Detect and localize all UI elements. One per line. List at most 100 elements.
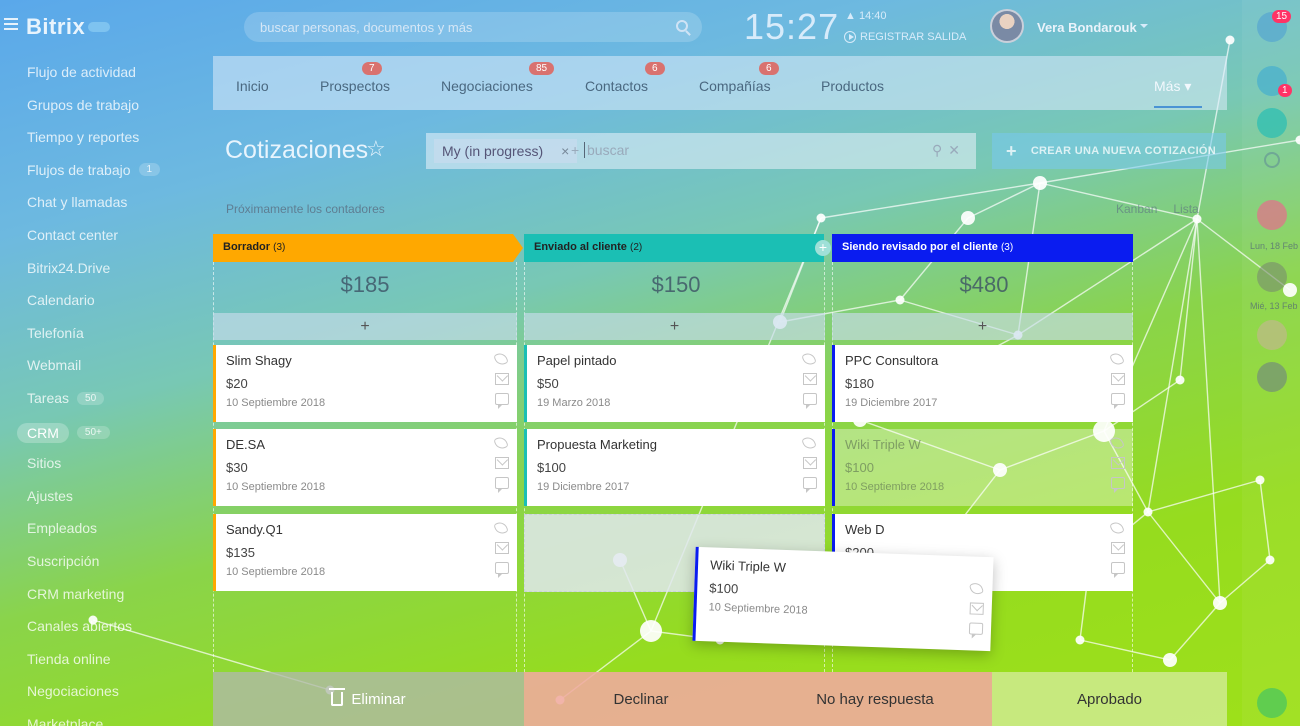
sidebar-item[interactable]: Empleados	[27, 520, 97, 536]
add-column-icon[interactable]: +	[815, 240, 831, 256]
chat-icon[interactable]	[495, 393, 509, 409]
contact-avatar[interactable]	[1257, 262, 1287, 292]
chat-icon[interactable]	[803, 393, 817, 409]
phone-icon[interactable]	[968, 581, 985, 597]
sidebar-item[interactable]: Ajustes	[27, 488, 73, 504]
tab-more[interactable]: Más ▾	[1154, 78, 1192, 94]
user-name[interactable]: Vera Bondarouk	[1037, 20, 1137, 35]
view-kanban[interactable]: Kanban	[1116, 202, 1158, 216]
contact-avatar[interactable]	[1257, 362, 1287, 392]
add-card-button[interactable]: +	[213, 313, 517, 340]
sidebar-item[interactable]: Contact center	[27, 227, 118, 243]
contact-avatar[interactable]	[1257, 200, 1287, 230]
chat-icon[interactable]	[495, 477, 509, 493]
sidebar-item[interactable]: CRM 50+	[17, 422, 110, 443]
tab-0[interactable]: Inicio	[236, 78, 269, 94]
chat-icon[interactable]	[1111, 477, 1125, 493]
sidebar-item[interactable]: Flujo de actividad	[27, 64, 136, 80]
close-icon[interactable]: ×	[561, 143, 570, 159]
create-quote-button[interactable]: + CREAR UNA NUEVA COTIZACIÓN	[992, 133, 1226, 169]
filter-input[interactable]: buscar	[584, 142, 629, 158]
phone-icon[interactable]	[493, 520, 509, 536]
kanban-card[interactable]: Slim Shagy $20 10 Septiembre 2018	[213, 345, 517, 422]
mail-icon[interactable]	[1111, 373, 1125, 385]
mail-icon[interactable]	[495, 542, 509, 554]
decline-drop-target[interactable]: Declinar	[524, 672, 758, 726]
search-icon[interactable]	[1264, 152, 1280, 168]
kanban-card[interactable]: Wiki Triple W $100 10 Septiembre 2018	[832, 429, 1133, 506]
mail-icon[interactable]	[1111, 542, 1125, 554]
tab-4[interactable]: Compañías 6	[699, 62, 779, 94]
filter-bar[interactable]: My (in progress) × + buscar ⚲✕	[426, 133, 976, 169]
sidebar-item[interactable]: CRM marketing	[27, 586, 124, 602]
tab-1[interactable]: Prospectos 7	[320, 62, 390, 94]
dragging-card[interactable]: Wiki Triple W $100 10 Septiembre 2018	[692, 546, 994, 652]
mail-icon[interactable]	[495, 373, 509, 385]
search-icon[interactable]: ⚲	[932, 142, 949, 158]
chat-icon[interactable]	[495, 562, 509, 578]
kanban-card[interactable]: DE.SA $30 10 Septiembre 2018	[213, 429, 517, 506]
sidebar-item[interactable]: Chat y llamadas	[27, 194, 127, 210]
phone-icon[interactable]	[801, 435, 817, 451]
chat-icon[interactable]	[1111, 562, 1125, 578]
sidebar-item[interactable]: Sitios	[27, 455, 61, 471]
add-card-button[interactable]: +	[524, 313, 825, 340]
app-logo[interactable]: Bitrix	[26, 14, 86, 39]
tab-5[interactable]: Productos	[821, 78, 884, 94]
menu-icon[interactable]	[4, 18, 18, 30]
chat-icon[interactable]	[1257, 108, 1287, 138]
sidebar-item[interactable]: Webmail	[27, 357, 81, 373]
kanban-card[interactable]: Sandy.Q1 $135 10 Septiembre 2018	[213, 514, 517, 591]
plus-icon[interactable]: +	[571, 142, 580, 158]
phone-icon[interactable]	[801, 351, 817, 367]
sidebar-item[interactable]: Tareas 50	[27, 390, 105, 406]
mail-icon[interactable]	[495, 457, 509, 469]
kanban-card[interactable]: Papel pintado $50 19 Marzo 2018	[524, 345, 825, 422]
kanban-card[interactable]: Propuesta Marketing $100 19 Diciembre 2017	[524, 429, 825, 506]
sidebar-item[interactable]: Negociaciones	[27, 683, 119, 699]
phone-icon[interactable]	[493, 351, 509, 367]
sidebar-item[interactable]: Telefonía	[27, 325, 84, 341]
sidebar-item[interactable]: Flujos de trabajo 1	[27, 162, 161, 178]
close-icon[interactable]: ✕	[948, 142, 966, 158]
register-exit-button[interactable]: REGISTRAR SALIDA	[844, 31, 966, 43]
sidebar-item[interactable]: Bitrix24.Drive	[27, 260, 110, 276]
column-header[interactable]: Siendo revisado por el cliente (3)	[832, 234, 1133, 262]
global-search[interactable]	[244, 12, 702, 42]
mail-icon[interactable]	[1111, 457, 1125, 469]
tab-3[interactable]: Contactos 6	[585, 62, 665, 94]
no-answer-drop-target[interactable]: No hay respuesta	[758, 672, 992, 726]
kanban-card[interactable]: PPC Consultora $180 19 Diciembre 2017	[832, 345, 1133, 422]
sidebar-item[interactable]: Canales abiertos	[27, 618, 132, 634]
sidebar-item[interactable]: Tiempo y reportes	[27, 129, 139, 145]
filter-actions[interactable]: ⚲✕	[932, 142, 966, 159]
mail-icon[interactable]	[803, 457, 817, 469]
mail-icon[interactable]	[803, 373, 817, 385]
tab-2[interactable]: Negociaciones 85	[441, 62, 555, 94]
phone-icon[interactable]	[1257, 688, 1287, 718]
sidebar-item[interactable]: Marketplace	[27, 716, 103, 726]
sidebar-item[interactable]: Calendario	[27, 292, 95, 308]
chat-icon[interactable]	[1111, 393, 1125, 409]
sidebar-item[interactable]: Grupos de trabajo	[27, 97, 139, 113]
column-header[interactable]: Enviado al cliente (2)	[524, 234, 824, 262]
column-header[interactable]: Borrador (3)	[213, 234, 523, 262]
contact-avatar[interactable]	[1257, 320, 1287, 350]
delete-drop-target[interactable]: Eliminar	[213, 672, 524, 726]
phone-icon[interactable]	[1109, 520, 1125, 536]
add-card-button[interactable]: +	[832, 313, 1133, 340]
sidebar-item[interactable]: Suscripción	[27, 553, 99, 569]
sidebar-item[interactable]: Tienda online	[27, 651, 111, 667]
phone-icon[interactable]	[1109, 435, 1125, 451]
search-icon[interactable]	[676, 20, 688, 32]
chat-icon[interactable]	[803, 477, 817, 493]
view-list[interactable]: Lista	[1173, 202, 1199, 216]
approved-drop-target[interactable]: Aprobado	[992, 672, 1227, 726]
search-input[interactable]	[260, 17, 660, 37]
phone-icon[interactable]	[493, 435, 509, 451]
filter-tag[interactable]: My (in progress) ×	[434, 139, 578, 163]
chevron-down-icon[interactable]	[1140, 24, 1148, 28]
avatar[interactable]	[990, 9, 1024, 43]
chat-icon[interactable]	[968, 622, 984, 635]
star-icon[interactable]: ☆	[366, 136, 386, 161]
